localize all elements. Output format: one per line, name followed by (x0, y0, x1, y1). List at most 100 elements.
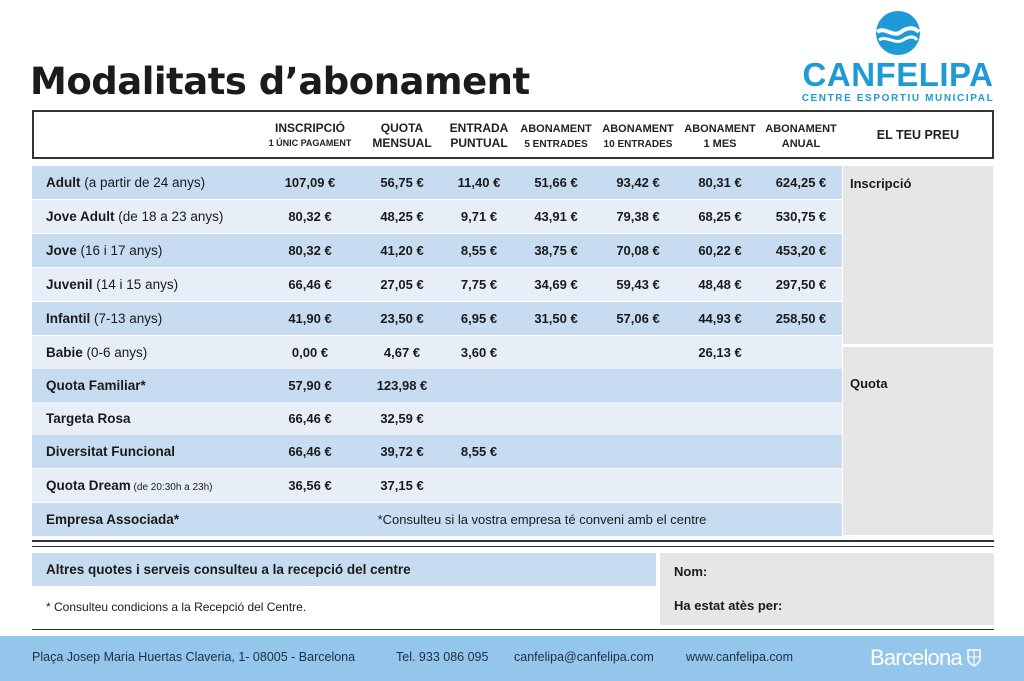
price-cell: 38,75 € (534, 243, 578, 258)
bottom-line (32, 629, 994, 630)
barcelona-logo-text: Barcelona (870, 645, 963, 670)
conditions-box: * Consulteu condicions a la Recepció del… (32, 589, 656, 625)
col-header-bottom: ANUAL (781, 138, 821, 150)
col-header-your-price: EL TEU PREU (845, 128, 991, 143)
col-header-top: QUOTA (380, 121, 424, 135)
header-top-line (32, 110, 994, 112)
price-cell: 258,50 € (775, 311, 827, 326)
col-header-top: ABONAMENT (765, 123, 837, 135)
price-cell: 51,66 € (534, 175, 578, 190)
price-cell: 66,46 € (288, 277, 332, 292)
price-cell: 59,43 € (616, 277, 660, 292)
other-fees-text: Altres quotes i serveis consulteu a la r… (46, 562, 411, 577)
header-left-line (32, 110, 34, 158)
price-cell: 9,71 € (460, 209, 498, 224)
price-cell: 624,25 € (775, 175, 827, 190)
footer-email[interactable]: canfelipa@canfelipa.com (514, 650, 654, 664)
attended-by-label: Ha estat atès per: (674, 598, 783, 613)
price-cell: 43,91 € (534, 209, 578, 224)
price-cell: 3,60 € (460, 345, 498, 360)
price-cell (516, 336, 596, 369)
col-header-bottom: 1 ÚNIC PAGAMENT (268, 138, 352, 148)
row-label: Jove Adult (de 18 a 23 anys) (46, 209, 224, 224)
price-cell: 31,50 € (534, 311, 578, 326)
header-right-line (992, 110, 994, 158)
table-row: Quota Familiar* 57,90 € 123,98 € (32, 369, 842, 402)
col-header-abon1mes: ABONAMENT 1 MES (680, 122, 760, 152)
logo-subtitle: CENTRE ESPORTIU MUNICIPAL (801, 93, 995, 104)
col-header-quota: QUOTA MENSUAL (362, 121, 442, 151)
price-cell: 123,98 € (376, 378, 428, 393)
price-cell: 32,59 € (380, 411, 424, 426)
row-label: Adult (a partir de 24 anys) (46, 175, 206, 190)
row-label: Diversitat Funcional (46, 444, 176, 459)
price-cell: 6,95 € (460, 311, 498, 326)
col-header-inscripcio: INSCRIPCIÓ 1 ÚNIC PAGAMENT (258, 121, 362, 151)
price-cell: 8,55 € (460, 243, 498, 258)
table-row: Quota Dream (de 20:30h a 23h) 36,56 € 37… (32, 469, 842, 502)
row-label: Juvenil (14 i 15 anys) (46, 277, 179, 292)
table-row: Jove Adult (de 18 a 23 anys) 80,32 € 48,… (32, 200, 842, 233)
your-price-fee-box (843, 347, 993, 535)
company-note: *Consulteu si la vostra empresa té conve… (377, 512, 707, 527)
footer-bar: Plaça Josep Maria Huertas Claveria, 1- 0… (0, 636, 1024, 681)
price-cell: 56,75 € (380, 175, 424, 190)
price-cell: 26,13 € (698, 345, 742, 360)
price-cell: 0,00 € (291, 345, 329, 360)
col-header-abon5: ABONAMENT 5 ENTRADES (516, 122, 596, 152)
col-header-top: ENTRADA (449, 121, 509, 135)
your-price-header: EL TEU PREU (876, 128, 960, 142)
table-row: Diversitat Funcional 66,46 € 39,72 € 8,5… (32, 435, 842, 468)
price-cell: 7,75 € (460, 277, 498, 292)
col-header-bottom: 1 MES (703, 138, 737, 150)
price-cell: 80,31 € (698, 175, 742, 190)
col-header-top: ABONAMENT (684, 123, 756, 135)
price-cell: 66,46 € (288, 411, 332, 426)
col-header-top: ABONAMENT (520, 123, 592, 135)
price-cell: 79,38 € (616, 209, 660, 224)
table-row: Jove (16 i 17 anys) 80,32 € 41,20 € 8,55… (32, 234, 842, 267)
price-cell: 93,42 € (616, 175, 660, 190)
price-cell: 4,67 € (383, 345, 421, 360)
canfelipa-logo: CANFELIPA CENTRE ESPORTIU MUNICIPAL (800, 6, 996, 106)
col-header-top: ABONAMENT (602, 123, 674, 135)
price-cell: 70,08 € (616, 243, 660, 258)
price-cell: 23,50 € (380, 311, 424, 326)
footer-web[interactable]: www.canfelipa.com (686, 650, 793, 664)
col-header-bottom: MENSUAL (372, 136, 432, 150)
other-fees-box: Altres quotes i serveis consulteu a la r… (32, 553, 656, 586)
price-cell: 41,90 € (288, 311, 332, 326)
fee-label: Quota (850, 376, 888, 391)
separator-line-bottom (32, 546, 994, 547)
col-header-abon10: ABONAMENT 10 ENTRADES (596, 122, 680, 152)
row-label: Targeta Rosa (46, 411, 131, 426)
row-label: Babie (0-6 anys) (46, 345, 148, 360)
row-label: Empresa Associada* (46, 512, 180, 527)
price-cell: 48,25 € (380, 209, 424, 224)
table-row: Babie (0-6 anys) 0,00 € 4,67 € 3,60 € 26… (32, 336, 842, 369)
conditions-text: * Consulteu condicions a la Recepció del… (46, 600, 307, 614)
price-cell: 68,25 € (698, 209, 742, 224)
price-cell: 27,05 € (380, 277, 424, 292)
col-header-bottom: 5 ENTRADES (524, 139, 588, 150)
price-cell (596, 336, 680, 369)
table-row: Adult (a partir de 24 anys) 107,09 € 56,… (32, 166, 842, 199)
price-cell: 34,69 € (534, 277, 578, 292)
price-cell: 44,93 € (698, 311, 742, 326)
footer-phone: Tel. 933 086 095 (396, 650, 489, 664)
table-row: Targeta Rosa 66,46 € 32,59 € (32, 402, 842, 435)
price-cell: 36,56 € (288, 478, 332, 493)
your-price-inscription-box (843, 166, 993, 344)
price-cell: 48,48 € (698, 277, 742, 292)
barcelona-logo: Barcelona (870, 645, 981, 671)
page-title: Modalitats d’abonament (30, 60, 530, 103)
price-cell: 57,06 € (616, 311, 660, 326)
col-header-entrada: ENTRADA PUNTUAL (440, 121, 518, 151)
barcelona-shield-icon (967, 649, 981, 667)
table-row-company: Empresa Associada* *Consulteu si la vost… (32, 503, 842, 536)
price-cell (760, 336, 842, 369)
table-row: Juvenil (14 i 15 anys) 66,46 € 27,05 € 7… (32, 268, 842, 301)
row-label: Infantil (7-13 anys) (46, 311, 163, 326)
price-cell: 66,46 € (288, 444, 332, 459)
name-field-label: Nom: (674, 564, 708, 579)
